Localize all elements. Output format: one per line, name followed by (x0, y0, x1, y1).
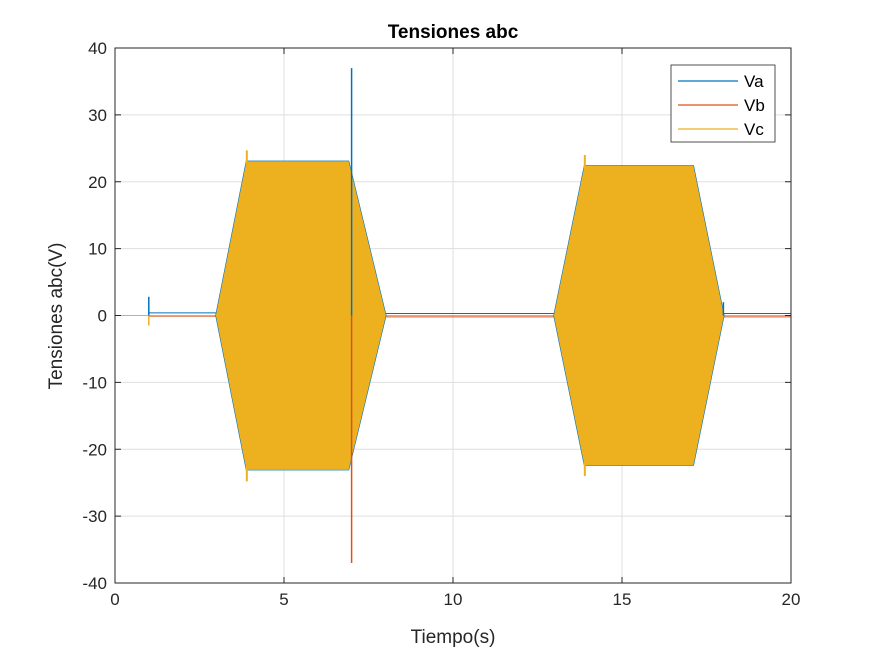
y-tick-label: -10 (82, 373, 107, 392)
x-tick-label: 5 (279, 590, 288, 609)
legend-label-vb: Vb (744, 96, 765, 115)
y-tick-label: -20 (82, 440, 107, 459)
legend-items: Va Vb Vc (678, 72, 765, 139)
x-tick-label: 0 (110, 590, 119, 609)
y-tick-label: 10 (88, 240, 107, 259)
x-tick-label: 20 (782, 590, 801, 609)
x-axis-label: Tiempo(s) (411, 627, 496, 648)
chart-title: Tensiones abc (388, 22, 519, 43)
burst-envelope-2 (553, 165, 724, 466)
x-tick-label: 10 (444, 590, 463, 609)
data-marks (115, 68, 791, 563)
x-tick-label: 15 (613, 590, 632, 609)
y-tick-label: -30 (82, 507, 107, 526)
y-tick-label: 0 (98, 307, 107, 326)
y-tick-label: 30 (88, 106, 107, 125)
y-tick-label: -40 (82, 574, 107, 593)
legend: Va Vb Vc (670, 64, 776, 143)
y-tick-label: 40 (88, 39, 107, 58)
legend-label-va: Va (744, 72, 764, 91)
y-axis-ticks: -40 -30 -20 -10 0 10 20 30 40 (82, 39, 791, 593)
legend-label-vc: Vc (744, 120, 764, 139)
y-tick-label: 20 (88, 173, 107, 192)
y-axis-label: Tensiones abc(V) (46, 243, 67, 390)
x-axis-ticks: 0 5 10 15 20 (110, 48, 800, 609)
